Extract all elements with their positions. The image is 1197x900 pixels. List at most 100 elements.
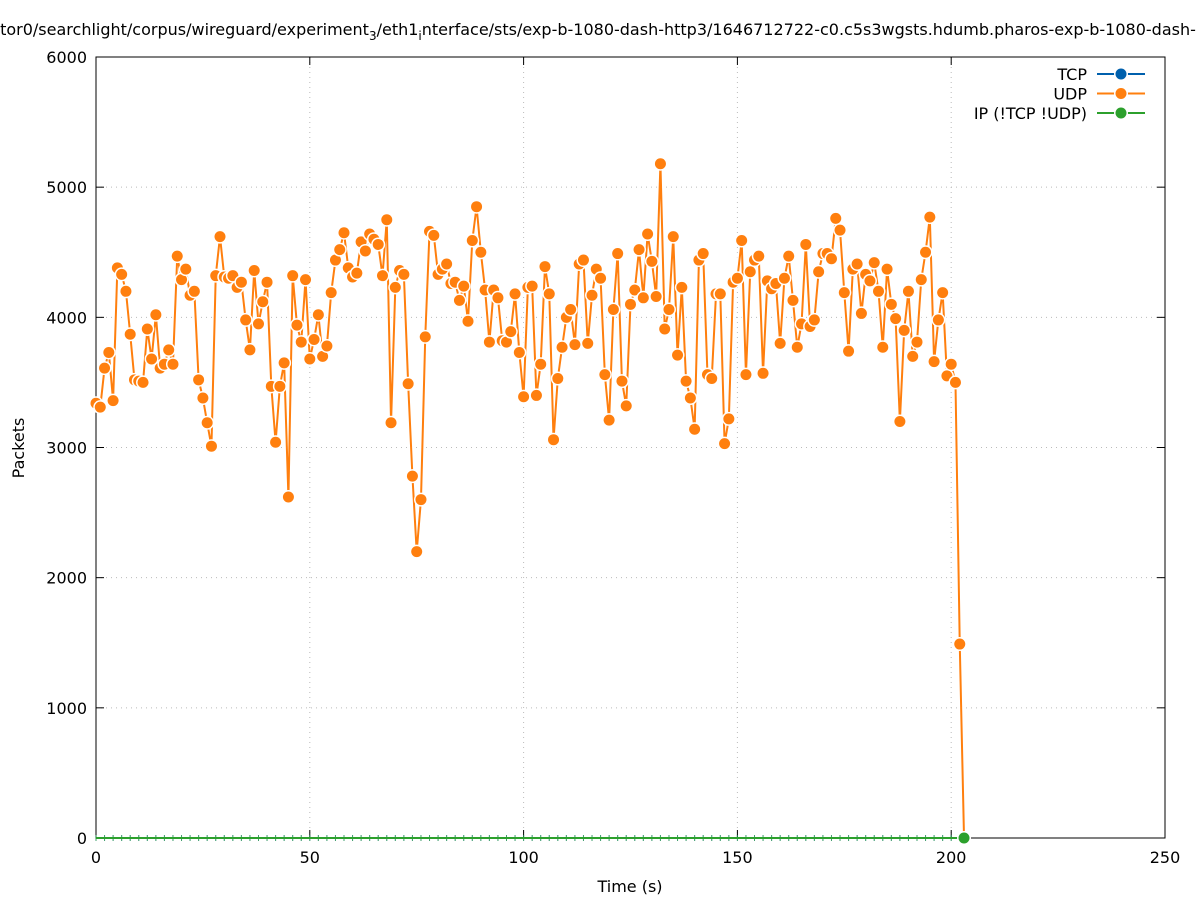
data-point-udp [137,376,149,388]
data-point-udp [800,238,812,250]
data-point-udp [868,257,880,269]
x-tick-label: 250 [1150,848,1181,867]
data-point-udp [920,246,932,258]
data-point-udp [864,275,876,287]
data-point-udp [949,376,961,388]
data-point-udp [376,270,388,282]
axes: 0 50 100 150 200 250 0 1000 2000 3000 4000 5000 6000 [46,48,1180,867]
data-point-udp [731,272,743,284]
data-point-udp [509,288,521,300]
data-point-udp [680,375,692,387]
data-point-udp [406,470,418,482]
data-point-udp [415,494,427,506]
data-point-udp [120,285,132,297]
data-point-udp [855,307,867,319]
data-point-udp [663,304,675,316]
data-point-udp [633,244,645,256]
data-point-udp [244,344,256,356]
x-tick-label: 50 [300,848,320,867]
data-point-udp [586,289,598,301]
data-point-udp [642,228,654,240]
data-point-udp [778,272,790,284]
data-point-udp [197,392,209,404]
x-tick-label: 200 [936,848,967,867]
data-point-udp [582,337,594,349]
data-point-udp [513,346,525,358]
y-tick-label: 1000 [46,699,87,718]
data-point-udp [535,358,547,370]
data-point-udp [825,253,837,265]
data-point-udp [500,336,512,348]
data-point-udp [911,336,923,348]
data-point-udp [308,333,320,345]
data-point-udp [257,296,269,308]
data-point-udp [462,315,474,327]
data-point-udp [124,328,136,340]
data-point-udp [757,367,769,379]
data-point-udp [107,395,119,407]
data-point-udp [530,389,542,401]
data-point-udp [441,258,453,270]
data-point-udp [453,294,465,306]
data-point-udp [141,323,153,335]
data-point-udp [723,413,735,425]
data-point-udp [398,268,410,280]
data-point-udp [928,356,940,368]
x-axis-label: Time (s) [596,877,662,896]
data-point-udp [295,336,307,348]
data-point-udp [385,417,397,429]
y-tick-label: 3000 [46,439,87,458]
y-tick-label: 5000 [46,178,87,197]
data-point-udp [851,258,863,270]
data-point-udp [637,292,649,304]
y-tick-label: 0 [77,829,87,848]
data-point-udp [937,287,949,299]
data-point-udp [834,224,846,236]
data-point-udp [843,345,855,357]
data-point-udp [740,369,752,381]
data-point-udp [706,373,718,385]
data-point-udp [689,423,701,435]
y-tick-label: 4000 [46,308,87,327]
data-point-udp [188,285,200,297]
data-point-udp [907,350,919,362]
data-point-udp [428,229,440,241]
data-point-udp [783,250,795,262]
data-point-udp [650,291,662,303]
data-point-udp [146,353,158,365]
data-point-udp [180,263,192,275]
data-point-udp [282,491,294,503]
data-point-udp [595,272,607,284]
y-tick-label: 2000 [46,569,87,588]
data-point-udp [526,280,538,292]
data-point-udp [193,374,205,386]
data-point-udp [312,309,324,321]
data-point-udp [334,244,346,256]
data-point-udp [205,440,217,452]
data-point-udp [924,211,936,223]
data-point-udp [667,231,679,243]
data-point-udp [877,341,889,353]
y-tick-label: 6000 [46,48,87,67]
data-point-udp [351,267,363,279]
data-point-udp [607,304,619,316]
data-point-udp [629,284,641,296]
chart-title: tor0/searchlight/corpus/wireguard/experi… [0,20,1196,43]
data-point-udp [402,378,414,390]
data-point-udp [552,373,564,385]
data-point-udp [612,248,624,260]
data-point-udp [325,287,337,299]
data-point-udp [300,274,312,286]
data-point-udp [381,214,393,226]
data-point-udp [791,341,803,353]
data-point-udp [94,401,106,413]
data-point-udp [569,339,581,351]
data-point-udp [616,375,628,387]
data-point-udp [654,158,666,170]
data-point-udp [659,323,671,335]
data-point-udp [932,314,944,326]
data-point-udp [359,245,371,257]
data-point-udp [163,344,175,356]
